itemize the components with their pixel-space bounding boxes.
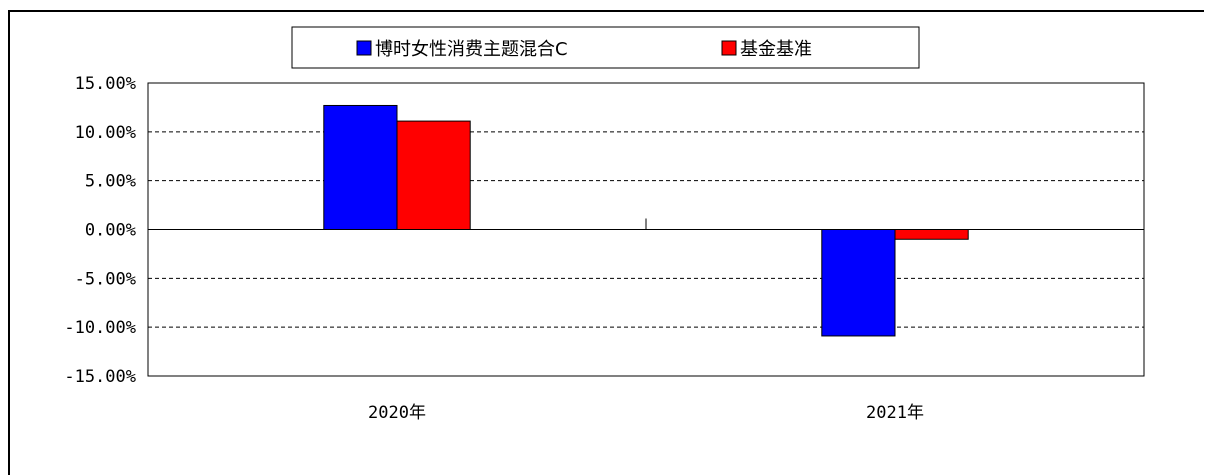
legend-box [291, 26, 920, 69]
legend-swatch-series-2 [721, 40, 737, 56]
grid-lines [148, 131, 1144, 328]
bar-2-1 [396, 120, 471, 230]
y-tick-label: -15.00% [64, 367, 136, 387]
x-axis-labels: 2020年 2021年 [368, 403, 924, 423]
y-tick-label: -10.00% [64, 318, 136, 338]
y-tick-label: 15.00% [75, 74, 136, 94]
legend-label-series-2: 基金基准 [740, 39, 812, 60]
zero-line-group [148, 218, 1144, 230]
y-tick-label: -5.00% [75, 269, 136, 289]
y-tick-label: 5.00% [85, 172, 136, 192]
legend-label-series-1: 博时女性消费主题混合C [375, 39, 568, 60]
chart-frame [8, 10, 1204, 475]
bars [323, 104, 969, 337]
y-axis-ticks: 15.00% 10.00% 5.00% 0.00% -5.00% -10.00% -15.0… [64, 74, 136, 387]
x-category-label: 2020年 [368, 403, 426, 423]
x-category-label: 2021年 [866, 403, 924, 423]
legend: 博时女性消费主题混合C 基金基准 [291, 26, 920, 69]
bar-1-1 [323, 104, 398, 230]
y-tick-label: 10.00% [75, 123, 136, 143]
bar-1-2 [821, 229, 896, 337]
legend-swatch-series-1 [356, 40, 372, 56]
y-tick-label: 0.00% [85, 221, 136, 241]
bar-2-2 [894, 229, 969, 240]
